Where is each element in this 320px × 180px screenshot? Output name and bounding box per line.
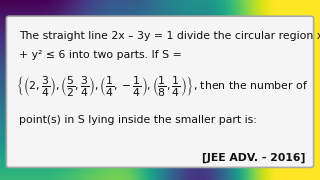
FancyBboxPatch shape bbox=[6, 16, 314, 167]
Text: $\left\{\left(2,\dfrac{3}{4}\right), \left(\dfrac{5}{2},\dfrac{3}{4}\right), \le: $\left\{\left(2,\dfrac{3}{4}\right), \le… bbox=[16, 75, 308, 99]
Text: [JEE ADV. - 2016]: [JEE ADV. - 2016] bbox=[202, 153, 306, 163]
Text: + y² ≤ 6 into two parts. If S =: + y² ≤ 6 into two parts. If S = bbox=[19, 50, 182, 60]
Text: The straight line 2x – 3y = 1 divide the circular region x²: The straight line 2x – 3y = 1 divide the… bbox=[19, 31, 320, 41]
Text: point(s) in S lying inside the smaller part is:: point(s) in S lying inside the smaller p… bbox=[19, 115, 257, 125]
